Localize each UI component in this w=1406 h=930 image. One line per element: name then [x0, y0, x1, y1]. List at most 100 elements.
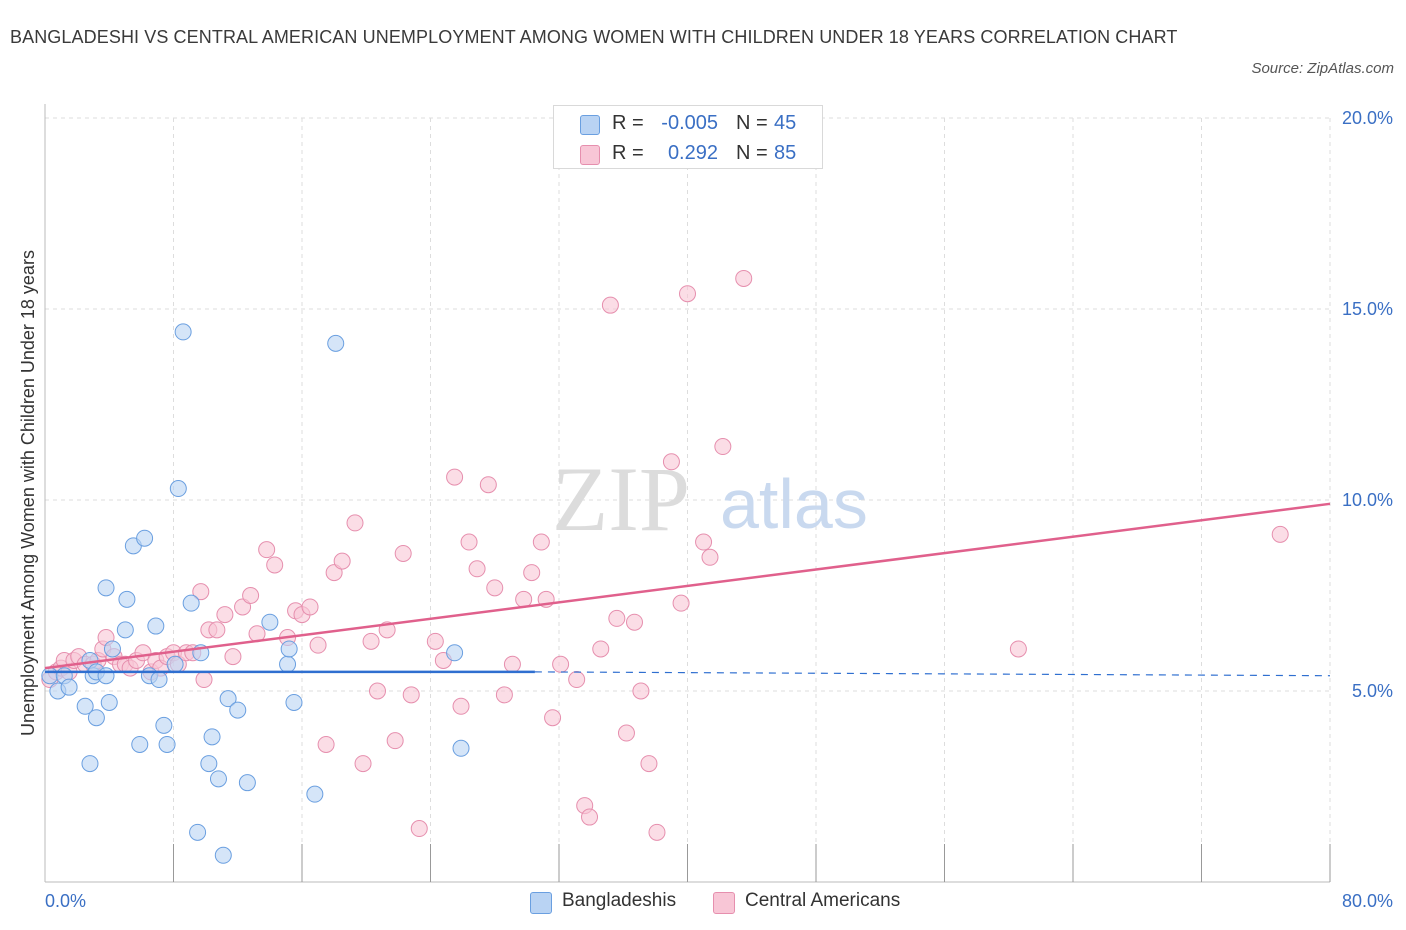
legend-r-value: -0.005 — [661, 112, 718, 134]
central-americans-point — [568, 671, 586, 689]
central-americans-point — [402, 686, 420, 704]
bangladeshis-point — [76, 697, 94, 715]
bangladeshis-point — [169, 480, 187, 498]
central-americans-point — [394, 544, 412, 562]
source-label: Source: ZipAtlas.com — [1251, 60, 1394, 77]
central-americans-point — [368, 682, 386, 700]
central-americans-point — [486, 579, 504, 597]
central-americans-point — [301, 598, 319, 616]
central-americans-point — [208, 621, 226, 639]
central-americans-point — [640, 755, 658, 773]
x-tick-label: 80.0% — [1342, 891, 1393, 911]
central-americans-point — [625, 613, 643, 631]
central-americans-point — [662, 453, 680, 471]
legend-row-central-americans: R = 0.292 N = 85 — [554, 138, 822, 168]
legend-swatch-blue — [580, 115, 600, 135]
bangladeshis-point — [219, 690, 237, 708]
central-americans-point — [386, 732, 404, 750]
central-americans-point — [192, 583, 210, 601]
bangladeshis-point — [306, 785, 324, 803]
legend-n-label: N = — [736, 142, 768, 164]
central-americans-point — [309, 636, 327, 654]
y-axis-label-group: Unemployment Among Women with Children U… — [18, 250, 38, 736]
bangladeshis-trend-extension — [534, 671, 1331, 677]
watermark-atlas: atlas — [720, 465, 868, 543]
central-americans-point — [333, 552, 351, 570]
bottom-legend-swatch-blue — [530, 892, 552, 914]
bangladeshis-point — [41, 667, 59, 685]
central-americans-point — [452, 697, 470, 715]
bangladeshis-point — [238, 774, 256, 792]
bangladeshis-point — [452, 739, 470, 757]
bangladeshis-point — [280, 640, 298, 658]
central-americans-point — [581, 808, 599, 826]
central-americans-point — [410, 820, 428, 838]
bangladeshis-point — [200, 755, 218, 773]
y-tick-label: 20.0% — [1342, 108, 1393, 128]
central-americans-point — [701, 548, 719, 566]
central-americans-trend-line — [44, 502, 1331, 670]
bangladeshis-point — [174, 323, 192, 341]
central-americans-point — [258, 541, 276, 559]
legend-n-label: N = — [736, 112, 768, 134]
central-americans-point — [523, 564, 541, 582]
y-tick-label: 10.0% — [1342, 490, 1393, 510]
bangladeshis-point — [327, 334, 345, 352]
bangladeshis-point — [97, 579, 115, 597]
central-americans-point — [468, 560, 486, 578]
bangladeshis-point — [87, 709, 105, 727]
bangladeshis-point — [60, 678, 78, 696]
bangladeshis-point — [214, 846, 232, 864]
tick-labels: 5.0% 10.0% 15.0% 20.0% 0.0% 80.0% — [45, 108, 1393, 911]
bangladeshis-point — [203, 728, 221, 746]
bangladeshis-point — [261, 613, 279, 631]
chart-title: BANGLADESHI VS CENTRAL AMERICAN UNEMPLOY… — [10, 27, 1178, 47]
central-americans-point — [735, 269, 753, 287]
bangladeshis-point — [147, 617, 165, 635]
central-americans-point — [592, 640, 610, 658]
central-americans-point — [242, 587, 260, 604]
central-americans-point — [532, 533, 550, 551]
central-americans-point — [1009, 640, 1027, 658]
watermark: ZIP atlas — [552, 448, 868, 550]
central-americans-point — [362, 632, 380, 650]
central-americans-point — [195, 671, 213, 689]
bangladeshis-point — [166, 655, 184, 673]
bangladeshis-point — [158, 735, 176, 753]
central-americans-point — [446, 468, 464, 486]
central-americans-point — [552, 655, 570, 673]
central-americans-point — [495, 686, 513, 704]
bottom-legend-label: Central Americans — [745, 890, 901, 911]
legend-r-label: R = — [612, 142, 644, 164]
bangladeshis-point — [100, 693, 118, 711]
legend-n-value: 45 — [774, 112, 797, 134]
central-americans-point — [679, 285, 696, 303]
stats-legend: R = -0.005 N = 45 R = 0.292 N = 85 — [553, 105, 823, 169]
bangladeshis-point — [118, 590, 136, 608]
legend-swatch-pink — [580, 145, 600, 165]
y-axis-label: Unemployment Among Women with Children U… — [18, 250, 38, 736]
bottom-legend-label: Bangladeshis — [562, 890, 677, 911]
bangladeshis-point — [103, 640, 121, 658]
legend-r-label: R = — [612, 112, 644, 134]
bottom-legend-swatch-pink — [713, 892, 735, 914]
central-americans-points — [41, 269, 1289, 841]
axes — [44, 104, 1331, 883]
bangladeshis-point — [209, 770, 227, 788]
legend-n-value: 85 — [774, 142, 797, 164]
central-americans-point — [672, 594, 690, 612]
central-americans-point — [714, 438, 732, 456]
central-americans-point — [632, 682, 650, 700]
y-tick-label: 15.0% — [1342, 299, 1393, 319]
central-americans-point — [617, 724, 635, 742]
central-americans-point — [460, 533, 478, 551]
bangladeshis-point — [229, 701, 247, 719]
legend-row-bangladeshis: R = -0.005 N = 45 — [554, 108, 822, 138]
central-americans-point — [695, 533, 713, 551]
central-americans-point — [317, 735, 335, 753]
central-americans-point — [479, 476, 497, 494]
central-americans-point — [346, 514, 364, 532]
bangladeshis-point — [81, 755, 99, 773]
bangladeshis-point — [116, 621, 134, 639]
